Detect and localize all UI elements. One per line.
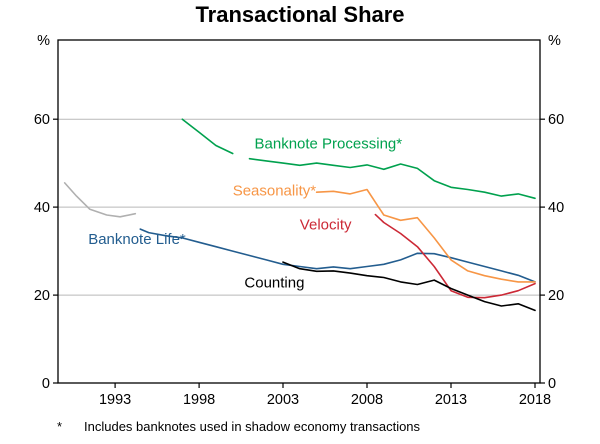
footnote-marker: * (57, 419, 63, 434)
x-tick-label-2018: 2018 (519, 392, 551, 408)
series-line-velocity (374, 213, 536, 299)
y-tick-label-left-20: 20 (34, 288, 50, 304)
x-tick-label-1993: 1993 (99, 392, 131, 408)
x-tick-label-2013: 2013 (435, 392, 467, 408)
x-tick-label-1998: 1998 (183, 392, 215, 408)
y-tick-label-left-40: 40 (34, 200, 50, 216)
series-label-seasonality: Seasonality* (233, 182, 317, 199)
x-tick-label-2008: 2008 (351, 392, 383, 408)
series-line-early-grey (63, 182, 137, 218)
series-line-banknote-life (139, 228, 536, 283)
series-label-banknote-life: Banknote Life* (88, 231, 186, 248)
series-line-counting (282, 261, 536, 312)
footnote-text: Includes banknotes used in shadow econom… (84, 419, 421, 434)
y-tick-label-right-60: 60 (548, 112, 564, 128)
series-label-velocity: Velocity (300, 217, 352, 234)
chart-footnote: * Includes banknotes used in shadow econo… (57, 419, 420, 434)
y-tick-label-right-20: 20 (548, 288, 564, 304)
series-line-banknote-processing (181, 118, 536, 200)
plot-border (57, 39, 541, 384)
x-tick-label-2003: 2003 (267, 392, 299, 408)
y-axis-unit-left: % (37, 33, 50, 49)
chart-title: Transactional Share (195, 2, 405, 27)
y-tick-label-right-0: 0 (548, 376, 556, 392)
y-tick-label-left-60: 60 (34, 112, 50, 128)
y-axis-unit-right: % (548, 33, 561, 49)
y-tick-label-left-0: 0 (42, 376, 50, 392)
series-label-counting: Counting (244, 275, 304, 292)
series-line-seasonality (315, 188, 536, 283)
y-tick-label-right-40: 40 (548, 200, 564, 216)
series-label-banknote-processing: Banknote Processing* (255, 135, 403, 152)
